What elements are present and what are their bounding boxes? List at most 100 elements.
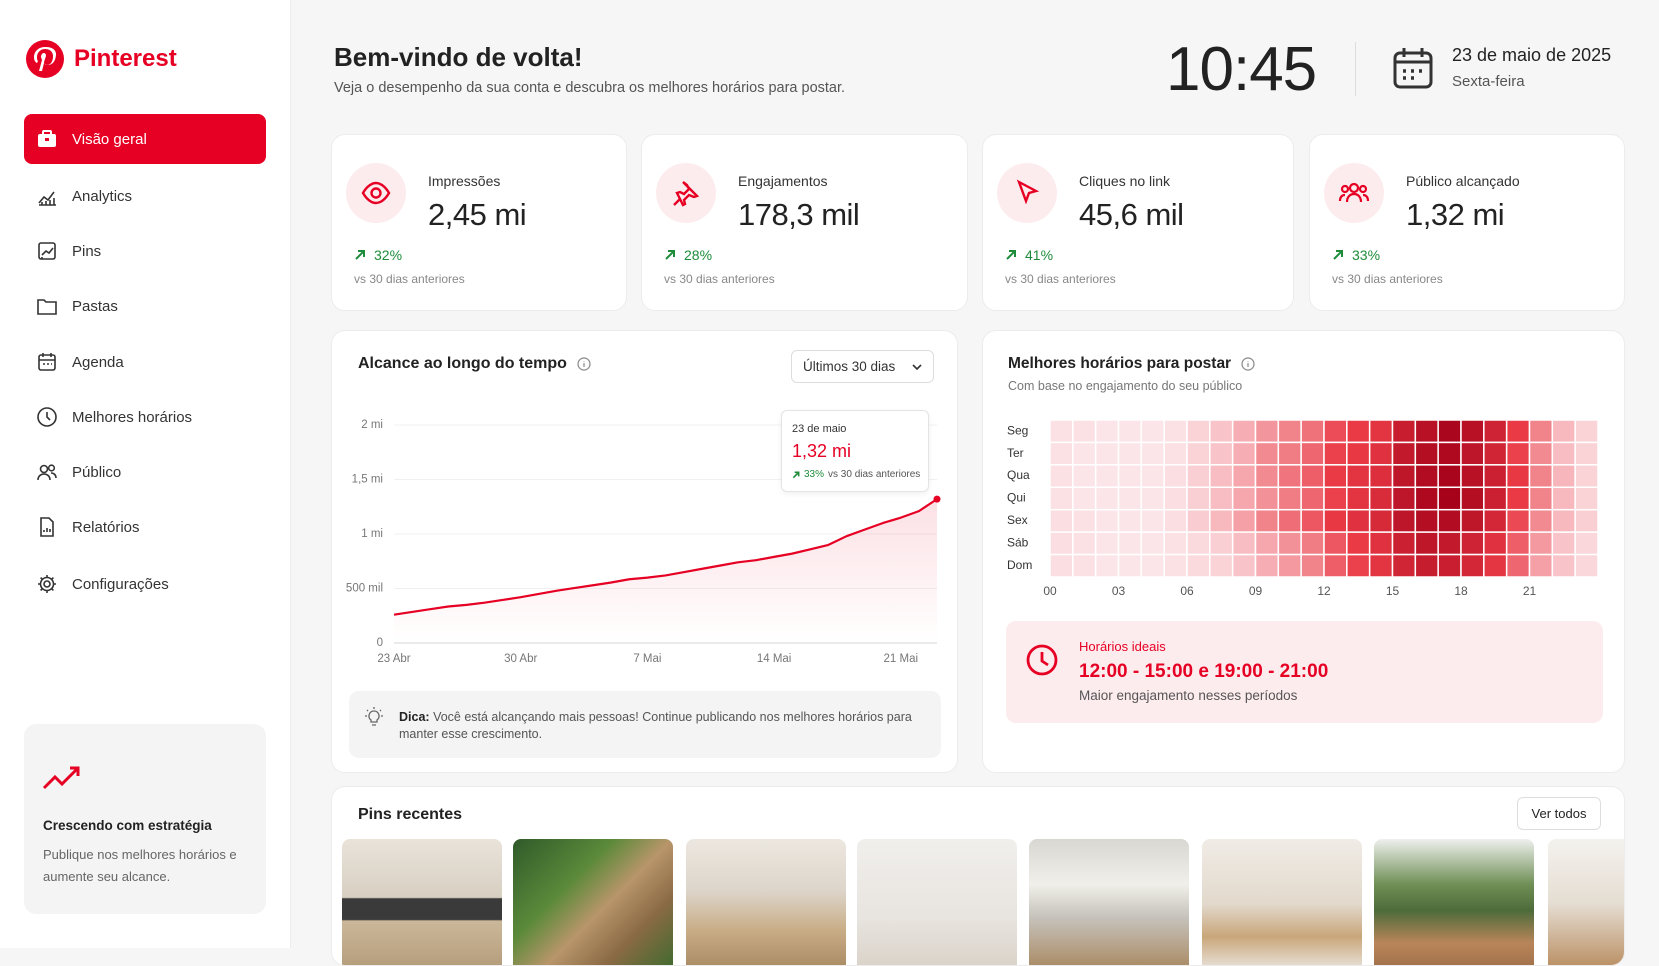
kpi-icon bbox=[1324, 163, 1384, 223]
kpi-icon bbox=[346, 163, 406, 223]
pin-thumbnail[interactable] bbox=[1029, 839, 1189, 965]
kpi-note: vs 30 dias anteriores bbox=[664, 272, 775, 286]
pin-thumbnail[interactable] bbox=[1202, 839, 1362, 965]
kpi-label: Cliques no link bbox=[1079, 173, 1171, 189]
nav-icon bbox=[37, 407, 57, 427]
pin-thumbnail[interactable] bbox=[342, 839, 502, 965]
brand-logo[interactable] bbox=[26, 40, 64, 78]
nav-icon bbox=[38, 130, 56, 147]
nav-item[interactable]: Pins bbox=[24, 226, 266, 276]
nav-icon bbox=[40, 517, 54, 537]
nav-item[interactable]: Relatórios bbox=[24, 502, 266, 552]
tooltip-note: vs 30 dias anteriores bbox=[828, 469, 921, 480]
nav-item[interactable]: Melhores horários bbox=[24, 392, 266, 442]
pin-thumbnail[interactable] bbox=[1374, 839, 1534, 965]
tip-body: Você está alcançando mais pessoas! Conti… bbox=[399, 710, 912, 741]
range-select[interactable]: Últimos 30 dias bbox=[791, 350, 934, 383]
nav-label: Visão geral bbox=[72, 130, 147, 148]
kpi-change-value: 32% bbox=[374, 247, 403, 263]
panel-title: Melhores horários para postar bbox=[1008, 355, 1255, 373]
recent-pins-panel: Pins recentes Ver todos bbox=[331, 786, 1625, 966]
page-subtitle: Veja o desempenho da sua conta e descubr… bbox=[334, 80, 846, 96]
kpi-change: 32% bbox=[354, 247, 402, 263]
kpi-label: Público alcançado bbox=[1406, 173, 1520, 189]
tooltip-date: 23 de maio bbox=[792, 423, 847, 435]
pin-thumbnail[interactable] bbox=[686, 839, 846, 965]
nav-item[interactable]: Público bbox=[24, 447, 266, 497]
tooltip-change: 33% vs 30 dias anteriores bbox=[792, 469, 920, 480]
reach-panel: Alcance ao longo do tempo Últimos 30 dia… bbox=[331, 330, 958, 773]
nav-item[interactable]: Visão geral bbox=[24, 114, 266, 164]
kpi-card: Impressões 2,45 mi 32% vs 30 dias anteri… bbox=[331, 134, 627, 311]
range-select-label: Últimos 30 dias bbox=[803, 359, 896, 374]
panel-title-text: Alcance ao longo do tempo bbox=[358, 355, 567, 372]
nav-icon bbox=[38, 575, 56, 593]
nav-label: Analytics bbox=[72, 187, 133, 205]
kpi-change-value: 41% bbox=[1025, 247, 1054, 263]
current-date: 23 de maio de 2025 bbox=[1452, 45, 1612, 65]
best-times-panel: Melhores horários para postar Com base n… bbox=[982, 330, 1625, 773]
ideal-note: Maior engajamento nesses períodos bbox=[1079, 688, 1298, 703]
kpi-icon bbox=[656, 163, 716, 223]
nav-item[interactable]: Agenda bbox=[24, 337, 266, 387]
tip-box: Dica: Você está alcançando mais pessoas!… bbox=[349, 691, 941, 758]
nav-icon bbox=[37, 299, 57, 315]
nav-icon bbox=[38, 242, 56, 260]
kpi-note: vs 30 dias anteriores bbox=[354, 272, 465, 286]
kpi-change: 33% bbox=[1332, 247, 1380, 263]
nav-label: Público bbox=[72, 463, 122, 481]
nav-item[interactable]: Configurações bbox=[24, 559, 266, 609]
ideal-hours-box: Horários ideais 12:00 - 15:00 e 19:00 - … bbox=[1006, 621, 1603, 723]
nav-label: Configurações bbox=[72, 575, 169, 593]
nav-item[interactable]: Analytics bbox=[24, 171, 266, 221]
pin-thumbnail[interactable] bbox=[1548, 839, 1624, 965]
nav-icon bbox=[38, 353, 56, 371]
page-title: Bem-vindo de volta! bbox=[334, 42, 583, 72]
nav-label: Pins bbox=[72, 242, 102, 260]
sidebar: Pinterest Visão geral Analytics Pins Pas… bbox=[0, 0, 291, 948]
kpi-value: 178,3 mil bbox=[738, 197, 860, 232]
promo-text: Publique nos melhores horários e aumente… bbox=[43, 847, 237, 884]
current-weekday: Sexta-feira bbox=[1452, 73, 1525, 90]
kpi-label: Impressões bbox=[428, 173, 501, 189]
kpi-change: 28% bbox=[664, 247, 712, 263]
ideal-hours: 12:00 - 15:00 e 19:00 - 21:00 bbox=[1079, 661, 1329, 682]
kpi-value: 1,32 mi bbox=[1406, 197, 1505, 232]
nav-label: Melhores horários bbox=[72, 408, 193, 426]
kpi-card: Público alcançado 1,32 mi 33% vs 30 dias… bbox=[1309, 134, 1625, 311]
tip-text: Dica: Você está alcançando mais pessoas!… bbox=[399, 709, 919, 743]
nav-icon bbox=[38, 191, 56, 206]
nav-item[interactable]: Pastas bbox=[24, 281, 266, 331]
kpi-icon bbox=[997, 163, 1057, 223]
ideal-label: Horários ideais bbox=[1079, 639, 1166, 654]
tooltip-change-value: 33% bbox=[804, 469, 825, 480]
nav-icon bbox=[37, 464, 57, 481]
tooltip-value: 1,32 mi bbox=[792, 441, 852, 461]
pin-thumbnail[interactable] bbox=[857, 839, 1017, 965]
brand-name[interactable]: Pinterest bbox=[74, 45, 177, 72]
panel-title: Alcance ao longo do tempo bbox=[358, 355, 591, 373]
nav-label: Agenda bbox=[72, 353, 124, 371]
panel-title-text: Melhores horários para postar bbox=[1008, 355, 1232, 372]
kpi-label: Engajamentos bbox=[738, 173, 828, 189]
see-all-button[interactable]: Ver todos bbox=[1517, 797, 1601, 830]
panel-subtitle: Com base no engajamento do seu público bbox=[1008, 379, 1243, 393]
tip-label: Dica: bbox=[399, 710, 430, 724]
panel-title: Pins recentes bbox=[358, 806, 463, 823]
kpi-change-value: 33% bbox=[1352, 247, 1381, 263]
kpi-change: 41% bbox=[1005, 247, 1053, 263]
kpi-value: 2,45 mi bbox=[428, 197, 527, 232]
kpi-note: vs 30 dias anteriores bbox=[1005, 272, 1116, 286]
kpi-change-value: 28% bbox=[684, 247, 713, 263]
header-divider bbox=[1355, 42, 1356, 96]
promo-title: Crescendo com estratégia bbox=[43, 818, 212, 833]
nav-label: Relatórios bbox=[72, 518, 140, 536]
kpi-card: Cliques no link 45,6 mil 41% vs 30 dias … bbox=[982, 134, 1294, 311]
chart-tooltip: 23 de maio 1,32 mi 33% vs 30 dias anterio… bbox=[781, 410, 929, 492]
nav-label: Pastas bbox=[72, 297, 118, 315]
kpi-note: vs 30 dias anteriores bbox=[1332, 272, 1443, 286]
pin-thumbnail[interactable] bbox=[513, 839, 673, 965]
promo-card: Crescendo com estratégia Publique nos me… bbox=[24, 724, 266, 914]
clock-time: 10:45 bbox=[1166, 35, 1317, 104]
